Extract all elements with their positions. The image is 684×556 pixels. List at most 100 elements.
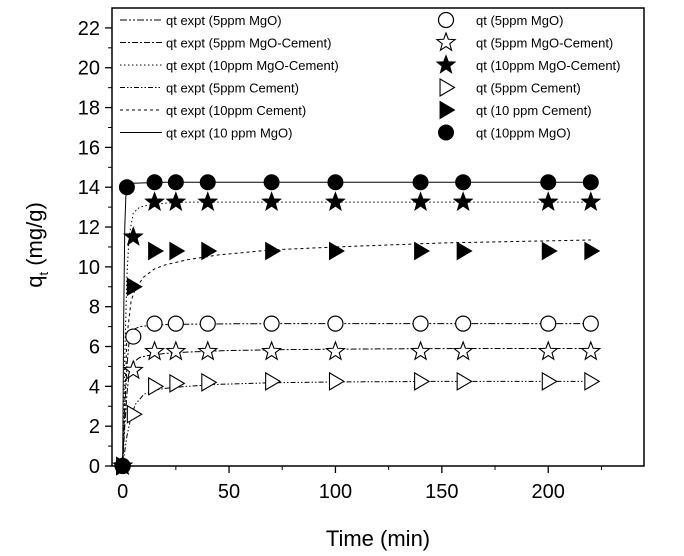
legend-entry-fit-5: qt expt (10ppm Cement)	[120, 103, 306, 118]
legend-entry-series-5: qt (10 ppm Cement)	[439, 100, 592, 120]
data-point	[122, 359, 144, 380]
y-tick-label: 22	[78, 18, 100, 40]
data-point	[327, 315, 344, 332]
legend-label: qt expt (10 ppm MgO)	[166, 126, 292, 141]
data-point	[263, 174, 280, 191]
x-axis: 0 50 100 150 200	[117, 466, 602, 503]
data-point	[324, 340, 346, 361]
legend-marker-swatch	[439, 100, 456, 120]
x-tick-label: 200	[532, 481, 565, 503]
legend-entry-fit-2: qt expt (5ppm MgO-Cement)	[120, 36, 331, 51]
data-point	[118, 179, 135, 196]
y-tick-label: 0	[89, 456, 100, 478]
data-point	[261, 340, 283, 361]
x-axis-title: Time (min)	[326, 526, 430, 551]
legend-entry-fit-1: qt expt (5ppm MgO)	[120, 13, 282, 28]
fit-line-5	[122, 239, 591, 467]
legend-marker-swatch	[435, 54, 457, 74]
legend-marker-swatch	[437, 11, 455, 29]
data-point	[328, 371, 346, 391]
y-tick-label: 16	[78, 137, 100, 159]
data-point	[261, 191, 282, 211]
data-point	[263, 315, 280, 332]
data-point	[580, 191, 602, 211]
data-point	[452, 191, 474, 211]
y-tick-label: 18	[78, 98, 100, 120]
data-point	[165, 340, 187, 361]
data-point	[265, 371, 282, 391]
data-point	[584, 371, 601, 391]
y-tick-label: 12	[78, 217, 100, 239]
y-tick-label: 14	[78, 177, 100, 199]
svg-text:qt (mg/g): qt (mg/g)	[22, 202, 51, 288]
legend-label: qt (10ppm MgO-Cement)	[476, 58, 621, 73]
data-point	[148, 241, 165, 261]
legend: qt expt (5ppm MgO) qt expt (5ppm MgO-Ceme…	[120, 11, 621, 141]
x-tick-label: 50	[218, 481, 240, 503]
y-axis: 0 2 4 6 8 10 12 14 16 18 20 22	[78, 18, 112, 478]
series-6-markers	[114, 174, 599, 474]
data-point	[201, 241, 218, 261]
data-point	[169, 241, 186, 261]
y-tick-label: 10	[78, 257, 100, 279]
legend-entry-fit-6: qt expt (10 ppm MgO)	[120, 126, 292, 141]
legend-label: qt (5ppm Cement)	[476, 81, 581, 96]
legend-entry-fit-4: qt expt (5ppm Cement)	[120, 81, 299, 96]
data-point	[414, 241, 431, 261]
legend-label: qt expt (5ppm Cement)	[166, 81, 299, 96]
y-tick-label: 20	[78, 58, 100, 80]
data-point	[410, 191, 431, 211]
y-axis-title-unit: (mg/g)	[22, 202, 47, 272]
data-point	[414, 371, 431, 391]
series-1-markers	[114, 315, 599, 475]
data-point	[144, 191, 165, 211]
legend-marker-swatch	[438, 124, 454, 141]
plot-area-frame	[111, 7, 645, 467]
legend-entry-series-2: qt (5ppm MgO-Cement)	[435, 31, 613, 52]
data-point	[122, 226, 144, 246]
data-point	[169, 373, 186, 393]
data-point	[199, 315, 216, 332]
fit-line-1	[122, 323, 591, 467]
y-tick-label: 8	[89, 297, 100, 319]
data-point	[580, 340, 602, 361]
y-axis-title: qt (mg/g)	[22, 202, 51, 288]
data-point	[148, 376, 165, 396]
legend-marker-swatch	[435, 31, 457, 52]
data-point	[167, 174, 184, 191]
legend-label: qt expt (10ppm Cement)	[166, 103, 306, 118]
data-point	[146, 315, 163, 332]
data-point	[584, 241, 601, 261]
data-point	[265, 241, 282, 261]
x-tick-label: 100	[319, 481, 352, 503]
data-point	[455, 174, 472, 191]
legend-marker-swatch	[439, 78, 456, 97]
data-point	[125, 328, 142, 345]
data-point	[412, 174, 429, 191]
data-point	[456, 241, 473, 261]
legend-label: qt (5ppm MgO-Cement)	[476, 36, 613, 51]
legend-label: qt expt (10ppm MgO-Cement)	[166, 58, 339, 73]
legend-entry-series-4: qt (5ppm Cement)	[439, 78, 581, 97]
y-axis-title-main: q	[22, 276, 47, 288]
data-point	[197, 191, 219, 211]
series-5-markers	[116, 241, 601, 476]
legend-label: qt (10ppm MgO)	[476, 126, 571, 141]
data-point	[455, 315, 472, 332]
legend-entry-series-3: qt (10ppm MgO-Cement)	[435, 54, 621, 74]
data-point	[146, 174, 163, 191]
data-point	[126, 404, 143, 424]
data-point	[201, 372, 218, 392]
data-point	[167, 315, 184, 332]
data-point	[537, 191, 559, 211]
data-point	[327, 174, 344, 191]
series-4-markers	[116, 371, 601, 476]
data-point	[537, 340, 559, 361]
y-tick-label: 6	[89, 337, 100, 359]
y-axis-title-subscript: t	[36, 272, 51, 276]
legend-label: qt expt (5ppm MgO)	[166, 13, 282, 28]
data-point	[126, 277, 143, 297]
y-tick-label: 2	[89, 416, 100, 438]
legend-label: qt (5ppm MgO)	[476, 13, 563, 28]
